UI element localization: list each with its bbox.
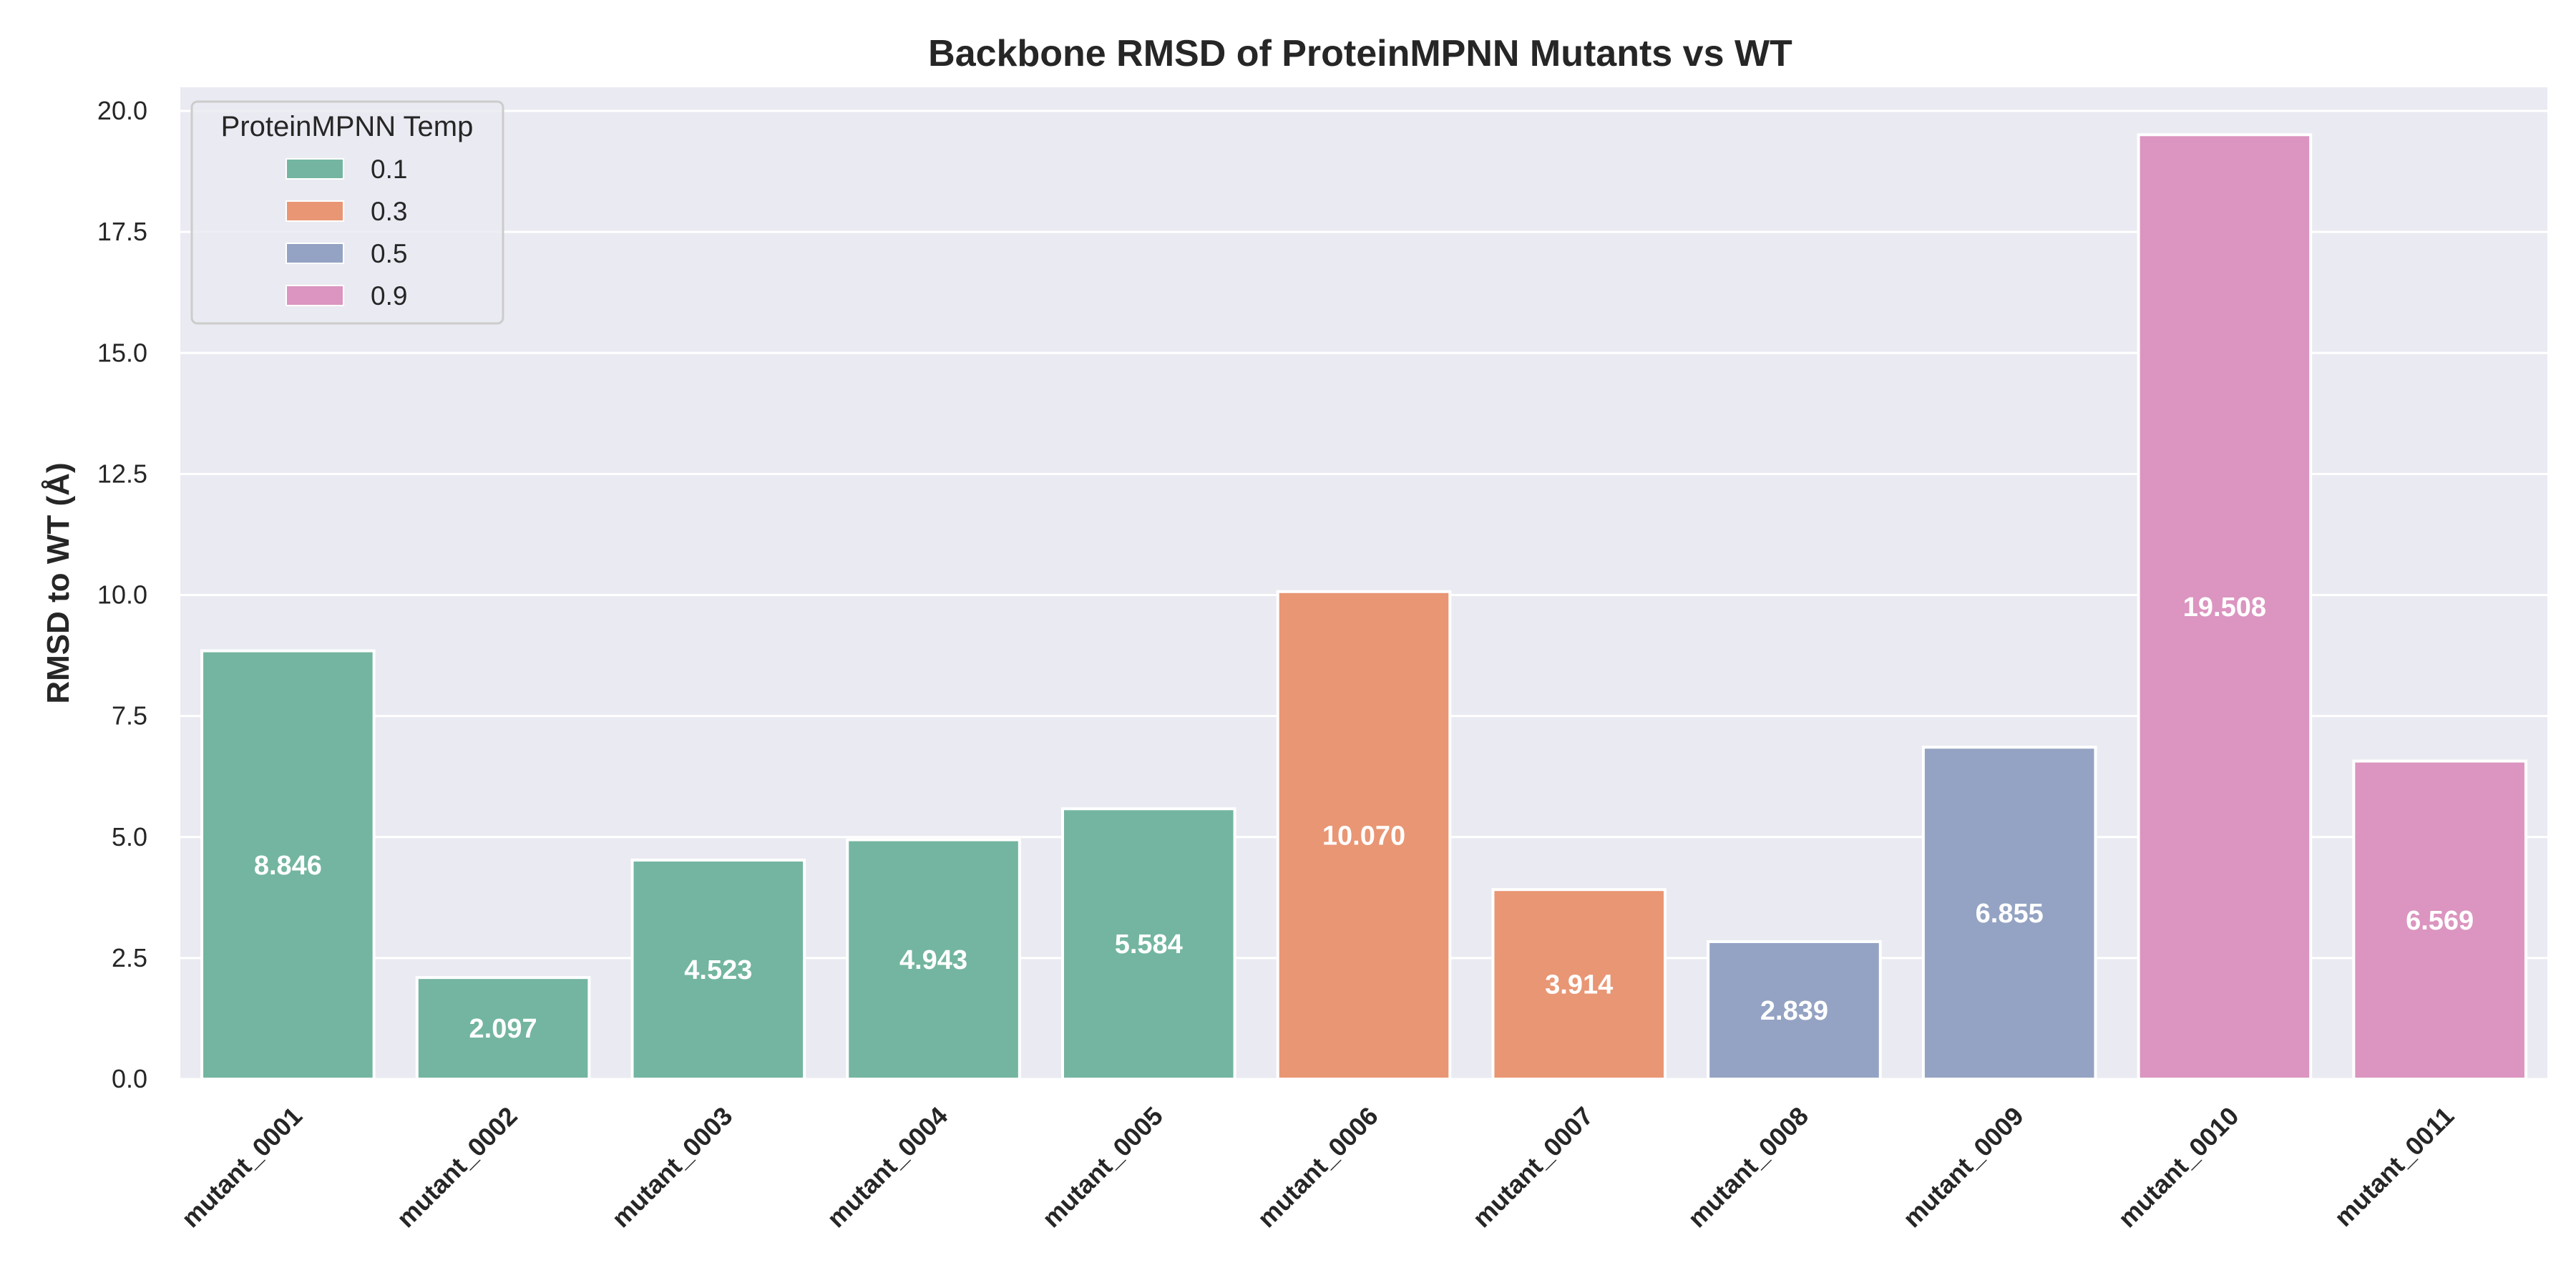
y-tick-label: 15.0 <box>97 338 147 367</box>
bar-value-label: 10.070 <box>1322 821 1405 851</box>
bar-mutant_0007 <box>1491 888 1667 1080</box>
bar-mutant_0011 <box>2352 759 2527 1081</box>
chart-title: Backbone RMSD of ProteinMPNN Mutants vs … <box>928 33 1792 74</box>
y-tick-label: 17.5 <box>97 217 147 246</box>
legend-swatch-0.5 <box>286 243 344 264</box>
legend-label: 0.9 <box>371 281 407 311</box>
y-tick-label: 12.5 <box>97 459 147 488</box>
y-tick-label: 0.0 <box>112 1064 147 1093</box>
x-tick-label: mutant_0001 <box>175 1101 308 1234</box>
bar-value-label: 19.508 <box>2183 592 2266 623</box>
bar-value-label: 2.839 <box>1760 996 1828 1026</box>
legend-label: 0.3 <box>371 197 407 226</box>
y-tick-label: 5.0 <box>112 822 147 852</box>
bar-mutant_0004 <box>846 838 1021 1081</box>
bar-value-labels: 8.846 2.097 4.523 4.943 5.584 10.070 3.914 2.83… <box>254 592 2474 1044</box>
legend-swatch-0.9 <box>286 285 344 306</box>
legend-label: 0.1 <box>371 155 407 184</box>
bar-value-label: 5.584 <box>1115 930 1183 960</box>
x-tick-label: mutant_0005 <box>1036 1101 1169 1234</box>
bars <box>200 133 2527 1081</box>
bar-mutant_0010 <box>2137 133 2313 1080</box>
legend-frame <box>190 100 504 325</box>
x-tick-label: mutant_0007 <box>1467 1101 1599 1234</box>
y-axis-label: RMSD to WT (Å) <box>41 462 76 703</box>
x-tick-label: mutant_0009 <box>1897 1101 2029 1234</box>
x-tick-label: mutant_0002 <box>391 1101 523 1234</box>
bar-mutant_0001 <box>200 649 376 1080</box>
y-tick-label: 10.0 <box>97 580 147 610</box>
y-tick-label: 7.5 <box>112 701 147 731</box>
legend-entries: 0.1 0.3 0.5 0.9 <box>286 155 407 311</box>
bar-mutant_0006 <box>1276 590 1452 1080</box>
y-axis-ticks: 0.0 2.5 5.0 7.5 10.0 12.5 15.0 17.5 20.0 <box>97 96 147 1093</box>
bar-mutant_0005 <box>1060 807 1236 1081</box>
bar-value-label: 2.097 <box>469 1014 537 1044</box>
legend-swatch-0.3 <box>286 200 344 222</box>
bar-value-label: 3.914 <box>1545 970 1613 1000</box>
bar-mutant_0003 <box>630 859 806 1080</box>
y-tick-label: 20.0 <box>97 96 147 125</box>
legend-title: ProteinMPNN Temp <box>221 111 474 142</box>
x-tick-label: mutant_0010 <box>2112 1101 2245 1234</box>
x-tick-label: mutant_0004 <box>821 1101 954 1234</box>
bar-mutant_0008 <box>1707 940 1882 1080</box>
bar-value-label: 6.569 <box>2406 906 2474 936</box>
x-tick-label: mutant_0006 <box>1252 1101 1384 1234</box>
x-axis-ticks: mutant_0001 mutant_0002 mutant_0003 mutant_… <box>175 1101 2459 1234</box>
bar-value-label: 4.943 <box>899 945 967 975</box>
bar-value-label: 8.846 <box>254 851 322 881</box>
y-tick-label: 2.5 <box>112 943 147 972</box>
x-tick-label: mutant_0011 <box>2328 1101 2459 1232</box>
bar-value-label: 6.855 <box>1976 899 2044 929</box>
bar-value-label: 4.523 <box>684 955 752 985</box>
legend: ProteinMPNN Temp 0.1 0.3 0.5 0.9 <box>190 100 504 325</box>
bar-mutant_0002 <box>415 976 591 1080</box>
legend-label: 0.5 <box>371 239 407 268</box>
bar-mutant_0009 <box>1921 746 2097 1081</box>
x-tick-label: mutant_0003 <box>606 1101 738 1234</box>
x-tick-label: mutant_0008 <box>1682 1101 1814 1234</box>
legend-swatch-0.1 <box>286 158 344 180</box>
